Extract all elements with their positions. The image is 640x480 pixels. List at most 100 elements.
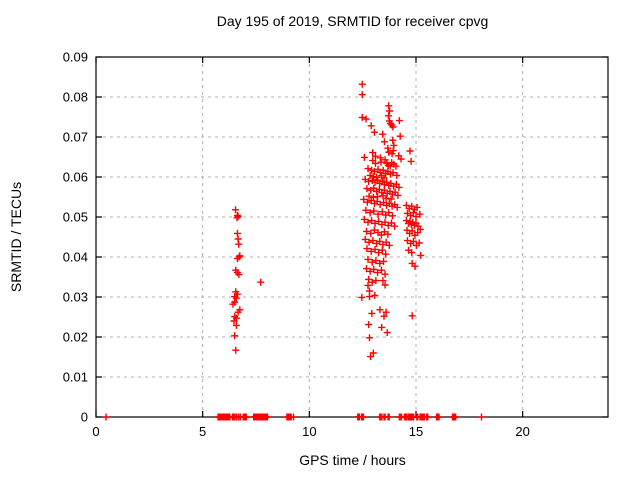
data-point-marker — [367, 229, 375, 237]
data-point-marker — [389, 123, 397, 131]
y-axis-label: SRMTID / TECUs — [8, 181, 24, 293]
data-point-marker — [395, 183, 403, 191]
data-point-marker — [381, 270, 389, 278]
data-point-marker — [358, 80, 366, 88]
data-point-marker — [232, 294, 240, 302]
data-point-marker — [232, 321, 240, 329]
data-point-marker — [362, 206, 370, 214]
data-point-marker — [393, 171, 401, 179]
data-point-marker — [367, 122, 375, 130]
data-point-marker — [411, 262, 419, 270]
y-tick-label: 0.01 — [63, 370, 88, 385]
data-point-marker — [407, 211, 415, 219]
data-point-marker — [233, 214, 241, 222]
data-point-marker — [377, 266, 385, 274]
data-point-marker — [406, 147, 414, 155]
data-point-marker — [364, 165, 372, 173]
data-point-marker — [379, 130, 387, 138]
data-point-marker — [365, 177, 373, 185]
data-point-marker — [387, 195, 395, 203]
data-point-marker — [384, 230, 392, 238]
data-point-marker — [405, 205, 413, 213]
y-tick-label: 0.09 — [63, 50, 88, 65]
data-point-marker — [389, 147, 397, 155]
data-point-marker — [378, 208, 386, 216]
data-point-marker — [365, 334, 373, 342]
data-point-marker — [385, 413, 393, 421]
data-point-marker — [233, 255, 241, 263]
data-point-marker — [389, 190, 397, 198]
data-point-marker — [358, 91, 366, 99]
data-point-marker — [366, 267, 374, 275]
data-point-marker — [389, 136, 397, 144]
data-point-marker — [382, 308, 390, 316]
data-point-marker — [229, 300, 237, 308]
data-point-marker — [374, 229, 382, 237]
data-point-marker — [365, 321, 373, 329]
data-point-marker — [385, 181, 393, 189]
data-point-marker — [379, 277, 387, 285]
data-point-marker — [375, 249, 383, 257]
plot-border — [95, 56, 609, 418]
data-point-marker — [395, 117, 403, 125]
y-tick-label: 0.04 — [63, 250, 88, 265]
data-point-marker — [372, 257, 380, 265]
data-point-marker — [385, 102, 393, 110]
data-point-marker — [367, 353, 375, 361]
data-point-marker — [368, 278, 376, 286]
data-point-marker — [382, 250, 390, 258]
data-point-marker — [416, 210, 424, 218]
data-point-marker — [290, 413, 298, 421]
data-point-marker — [360, 153, 368, 161]
data-point-marker — [374, 210, 382, 218]
data-point-marker — [385, 148, 393, 156]
y-tick-label: 0.08 — [63, 90, 88, 105]
data-point-marker — [362, 115, 370, 123]
data-point-marker — [358, 293, 366, 301]
data-point-marker — [424, 413, 432, 421]
data-point-marker — [374, 269, 382, 277]
data-point-marker — [231, 332, 239, 340]
y-tick-label: 0.05 — [63, 210, 88, 225]
data-point-marker — [384, 112, 392, 120]
data-point-marker — [386, 107, 394, 115]
data-point-marker — [407, 157, 415, 165]
data-point-marker — [370, 167, 378, 175]
data-point-marker — [382, 211, 390, 219]
data-point-marker — [360, 413, 368, 421]
data-point-marker — [411, 231, 419, 239]
data-point-marker — [242, 413, 250, 421]
data-point-marker — [372, 277, 380, 285]
data-point-marker — [382, 194, 390, 202]
data-point-marker — [257, 278, 265, 286]
data-point-marker — [382, 169, 390, 177]
data-point-marker — [232, 346, 240, 354]
data-point-marker — [376, 169, 384, 177]
data-point-marker — [412, 241, 420, 249]
data-point-marker — [406, 229, 414, 237]
data-point-marker — [384, 221, 392, 229]
data-point-marker — [380, 138, 388, 146]
data-point-marker — [230, 317, 238, 325]
data-point-marker — [452, 413, 460, 421]
data-point-marker — [367, 247, 375, 255]
data-point-marker — [234, 308, 242, 316]
data-point-marker — [417, 251, 425, 259]
data-point-marker — [232, 206, 240, 214]
x-tick-label: 5 — [199, 424, 206, 439]
data-point-marker — [408, 312, 416, 320]
y-tick-label: 0.07 — [63, 130, 88, 145]
data-point-marker — [363, 198, 371, 206]
data-point-marker — [365, 275, 373, 283]
data-point-marker — [391, 222, 399, 230]
chart-title: Day 195 of 2019, SRMTID for receiver cpv… — [216, 13, 489, 29]
data-point-marker — [394, 191, 402, 199]
data-point-marker — [378, 246, 386, 254]
y-tick-label: 0.03 — [63, 290, 88, 305]
data-point-marker — [365, 192, 373, 200]
data-point-marker — [235, 271, 243, 279]
data-point-marker — [370, 199, 378, 207]
series-SRMTID — [102, 80, 485, 421]
data-point-marker — [376, 201, 384, 209]
